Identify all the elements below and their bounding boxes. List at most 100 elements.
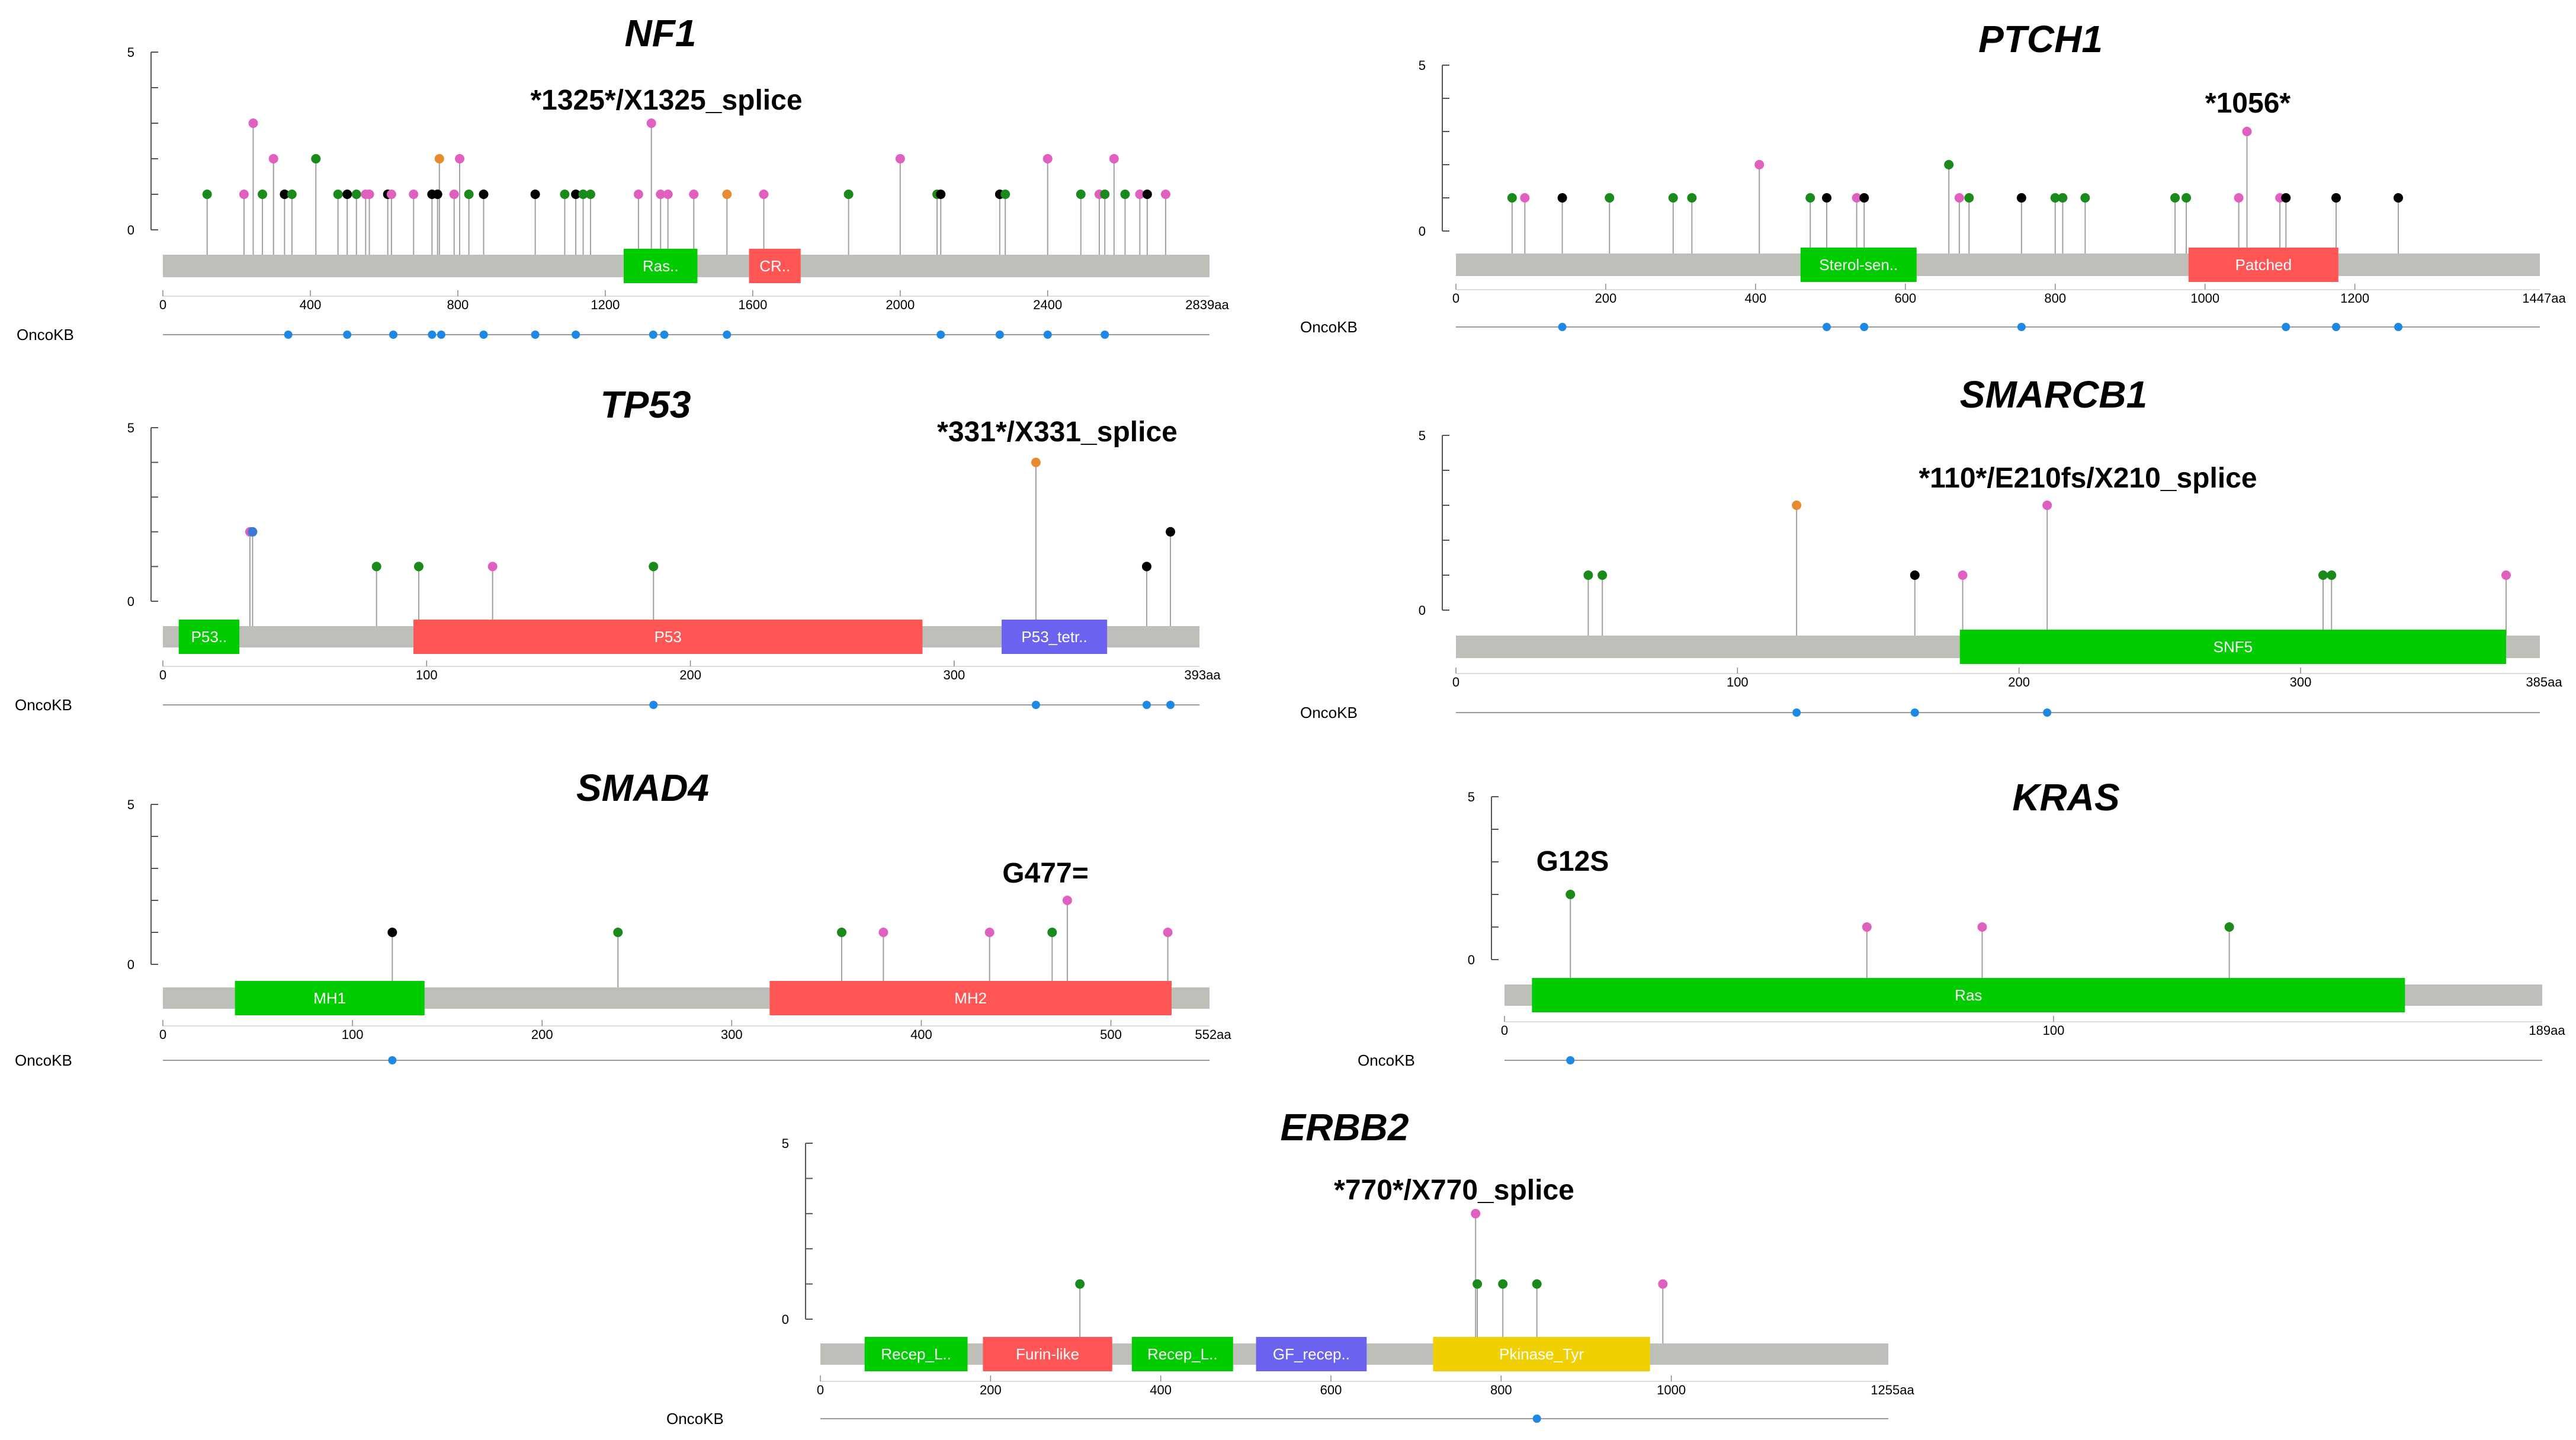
oncokb-annotation-dot[interactable] [572, 331, 580, 339]
mutation-point[interactable] [936, 190, 946, 199]
mutation-point[interactable] [432, 190, 442, 199]
mutation-point[interactable] [1658, 1279, 1668, 1289]
mutation-point[interactable] [1583, 570, 1593, 580]
mutation-point[interactable] [613, 928, 623, 937]
mutation-point[interactable] [2242, 127, 2252, 136]
mutation-point[interactable] [1109, 154, 1119, 163]
mutation-point[interactable] [1964, 193, 1974, 203]
mutation-point[interactable] [1031, 457, 1041, 467]
mutation-point[interactable] [1958, 570, 1968, 580]
oncokb-annotation-dot[interactable] [1532, 1415, 1541, 1423]
mutation-point[interactable] [333, 190, 343, 199]
mutation-point[interactable] [2327, 570, 2337, 580]
oncokb-annotation-dot[interactable] [1792, 708, 1801, 717]
mutation-point[interactable] [759, 190, 769, 199]
oncokb-annotation-dot[interactable] [479, 331, 488, 339]
mutation-point[interactable] [843, 190, 854, 199]
mutation-point[interactable] [434, 154, 444, 163]
mutation-point[interactable] [1822, 193, 1832, 203]
mutation-point[interactable] [2050, 193, 2060, 203]
mutation-point[interactable] [2016, 193, 2026, 203]
mutation-point[interactable] [1977, 922, 1987, 932]
mutation-point[interactable] [2170, 193, 2180, 203]
protein-domain-ras[interactable] [1532, 978, 2405, 1012]
mutation-point[interactable] [1163, 928, 1173, 937]
mutation-point[interactable] [2318, 570, 2328, 580]
oncokb-annotation-dot[interactable] [343, 331, 352, 339]
mutation-point[interactable] [560, 190, 570, 199]
protein-domain-gf-recep-[interactable] [1256, 1337, 1367, 1371]
mutation-point[interactable] [689, 190, 699, 199]
oncokb-annotation-dot[interactable] [1166, 701, 1175, 709]
mutation-point[interactable] [984, 928, 995, 937]
oncokb-annotation-dot[interactable] [995, 331, 1004, 339]
oncokb-annotation-dot[interactable] [284, 331, 293, 339]
oncokb-annotation-dot[interactable] [1558, 323, 1567, 331]
mutation-point[interactable] [571, 190, 581, 199]
oncokb-annotation-dot[interactable] [2017, 323, 2026, 331]
mutation-point[interactable] [1047, 928, 1057, 937]
mutation-point[interactable] [2042, 501, 2052, 510]
mutation-point[interactable] [1605, 193, 1615, 203]
mutation-point[interactable] [1507, 193, 1517, 203]
mutation-point[interactable] [2182, 193, 2192, 203]
mutation-point[interactable] [2281, 193, 2291, 203]
mutation-point[interactable] [633, 190, 643, 199]
oncokb-annotation-dot[interactable] [531, 331, 540, 339]
mutation-point[interactable] [342, 190, 352, 199]
mutation-point[interactable] [1166, 527, 1176, 537]
oncokb-annotation-dot[interactable] [428, 331, 437, 339]
mutation-point[interactable] [287, 190, 297, 199]
mutation-point[interactable] [1792, 501, 1802, 510]
mutation-point[interactable] [248, 118, 258, 128]
mutation-point[interactable] [2501, 570, 2511, 580]
oncokb-annotation-dot[interactable] [1031, 701, 1040, 709]
oncokb-annotation-dot[interactable] [1101, 331, 1109, 339]
mutation-point[interactable] [1944, 160, 1954, 169]
mutation-point[interactable] [387, 928, 397, 937]
mutation-point[interactable] [1862, 922, 1872, 932]
mutation-point[interactable] [1141, 562, 1151, 572]
mutation-point[interactable] [649, 562, 659, 572]
protein-domain-snf5[interactable] [1959, 630, 2506, 664]
mutation-point[interactable] [1498, 1279, 1508, 1289]
oncokb-annotation-dot[interactable] [2282, 323, 2291, 331]
mutation-point[interactable] [202, 190, 212, 199]
mutation-point[interactable] [413, 562, 424, 572]
protein-domain-p53[interactable] [413, 620, 923, 654]
mutation-point[interactable] [364, 190, 374, 199]
protein-domain-p53-tetr-[interactable] [1002, 620, 1108, 654]
oncokb-annotation-dot[interactable] [2332, 323, 2341, 331]
protein-domain-cr-[interactable] [749, 249, 801, 283]
mutation-point[interactable] [1910, 570, 1920, 580]
mutation-point[interactable] [656, 190, 666, 199]
oncokb-annotation-dot[interactable] [723, 331, 732, 339]
mutation-point[interactable] [663, 190, 673, 199]
mutation-point[interactable] [351, 190, 361, 199]
mutation-point[interactable] [530, 190, 540, 199]
mutation-point[interactable] [258, 190, 268, 199]
mutation-point[interactable] [1532, 1279, 1542, 1289]
mutation-point[interactable] [895, 154, 905, 163]
mutation-point[interactable] [1566, 890, 1576, 899]
mutation-point[interactable] [1135, 190, 1145, 199]
mutation-point[interactable] [2393, 193, 2403, 203]
mutation-point[interactable] [1557, 193, 1567, 203]
oncokb-annotation-dot[interactable] [649, 331, 657, 339]
mutation-point[interactable] [2058, 193, 2068, 203]
mutation-point[interactable] [1042, 154, 1053, 163]
oncokb-annotation-dot[interactable] [1823, 323, 1831, 331]
mutation-point[interactable] [1687, 193, 1697, 203]
mutation-point[interactable] [449, 190, 459, 199]
mutation-point[interactable] [2080, 193, 2090, 203]
mutation-point[interactable] [722, 190, 732, 199]
oncokb-annotation-dot[interactable] [1566, 1056, 1575, 1064]
oncokb-annotation-dot[interactable] [1043, 331, 1052, 339]
mutation-point[interactable] [1062, 896, 1072, 905]
oncokb-annotation-dot[interactable] [2043, 708, 2052, 717]
mutation-point[interactable] [836, 928, 846, 937]
mutation-point[interactable] [487, 562, 498, 572]
mutation-point[interactable] [455, 154, 465, 163]
mutation-point[interactable] [268, 154, 278, 163]
mutation-point[interactable] [1473, 1279, 1483, 1289]
